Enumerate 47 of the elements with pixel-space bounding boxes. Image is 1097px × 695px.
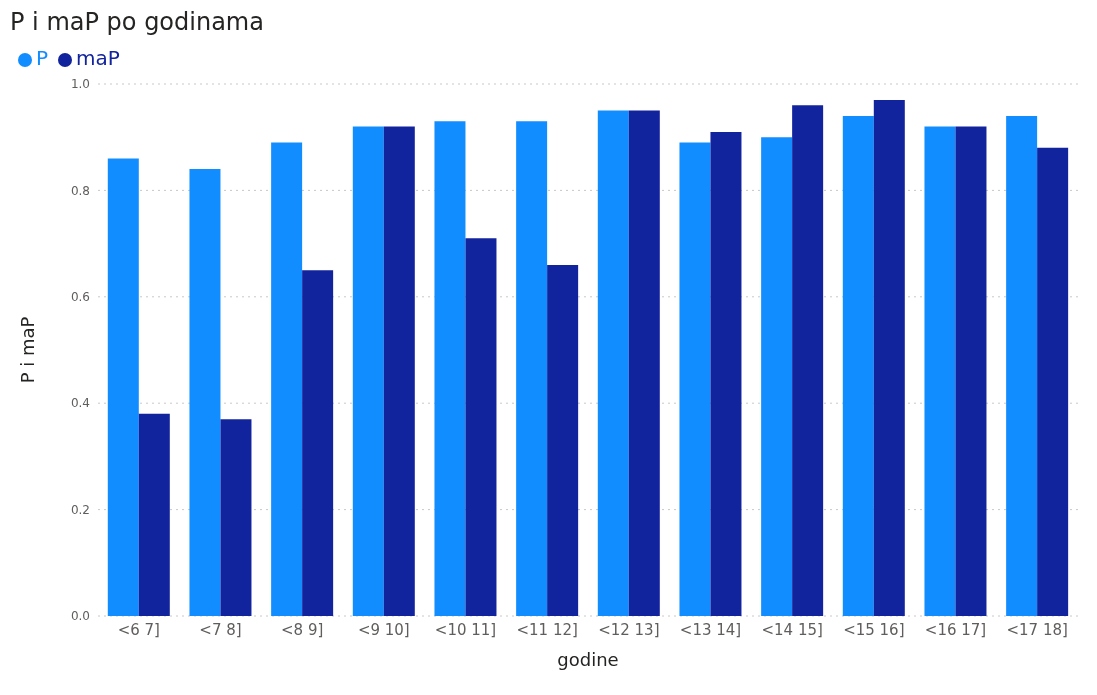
y-tick-label: 0.8	[70, 183, 90, 198]
x-tick-label: <14 15]	[761, 620, 823, 639]
x-tick-label: <9 10]	[357, 620, 410, 639]
x-axis-title: godine	[557, 649, 619, 670]
x-tick-label: <13 14]	[679, 620, 742, 639]
bar	[761, 137, 793, 616]
legend-label: P	[36, 46, 49, 70]
bar	[302, 270, 334, 616]
x-tick-label: <16 17]	[924, 620, 987, 639]
y-tick-label: 1.0	[70, 77, 90, 92]
bar	[679, 142, 711, 616]
legend-label: maP	[76, 46, 120, 70]
y-tick-label: 0.4	[70, 396, 90, 411]
bar	[1037, 147, 1069, 616]
x-tick-label: <8 9]	[281, 620, 324, 639]
y-tick-label: 0.2	[70, 502, 90, 517]
bar	[189, 169, 221, 616]
x-tick-label: <7 8]	[199, 620, 242, 639]
x-tick-label: <11 12]	[516, 620, 578, 639]
bar	[1006, 115, 1038, 616]
bar	[434, 121, 466, 616]
y-tick-label: 0.6	[70, 290, 90, 305]
x-tick-label: <10 11]	[434, 620, 497, 639]
bar	[955, 126, 987, 616]
chart-title: P i maP po godinama	[10, 8, 265, 36]
bar	[138, 413, 170, 616]
y-axis-title: P i maP	[17, 316, 39, 384]
y-tick-label: 0.0	[70, 609, 90, 624]
bar	[873, 99, 905, 616]
bar	[628, 110, 660, 616]
bar	[597, 110, 629, 616]
bar	[383, 126, 415, 616]
bar	[547, 264, 579, 616]
x-tick-label: <17 18]	[1006, 620, 1068, 639]
x-tick-label: <12 13]	[598, 620, 660, 639]
bar	[465, 238, 497, 616]
bar	[352, 126, 384, 616]
bar	[220, 419, 252, 616]
bar	[516, 121, 548, 616]
bar	[842, 115, 874, 616]
x-tick-label: <6 7]	[117, 620, 160, 639]
bar	[710, 131, 742, 616]
x-tick-label: <15 16]	[843, 620, 905, 639]
bar	[271, 142, 303, 616]
bar	[107, 158, 139, 616]
bar	[792, 105, 824, 616]
bar	[924, 126, 956, 616]
